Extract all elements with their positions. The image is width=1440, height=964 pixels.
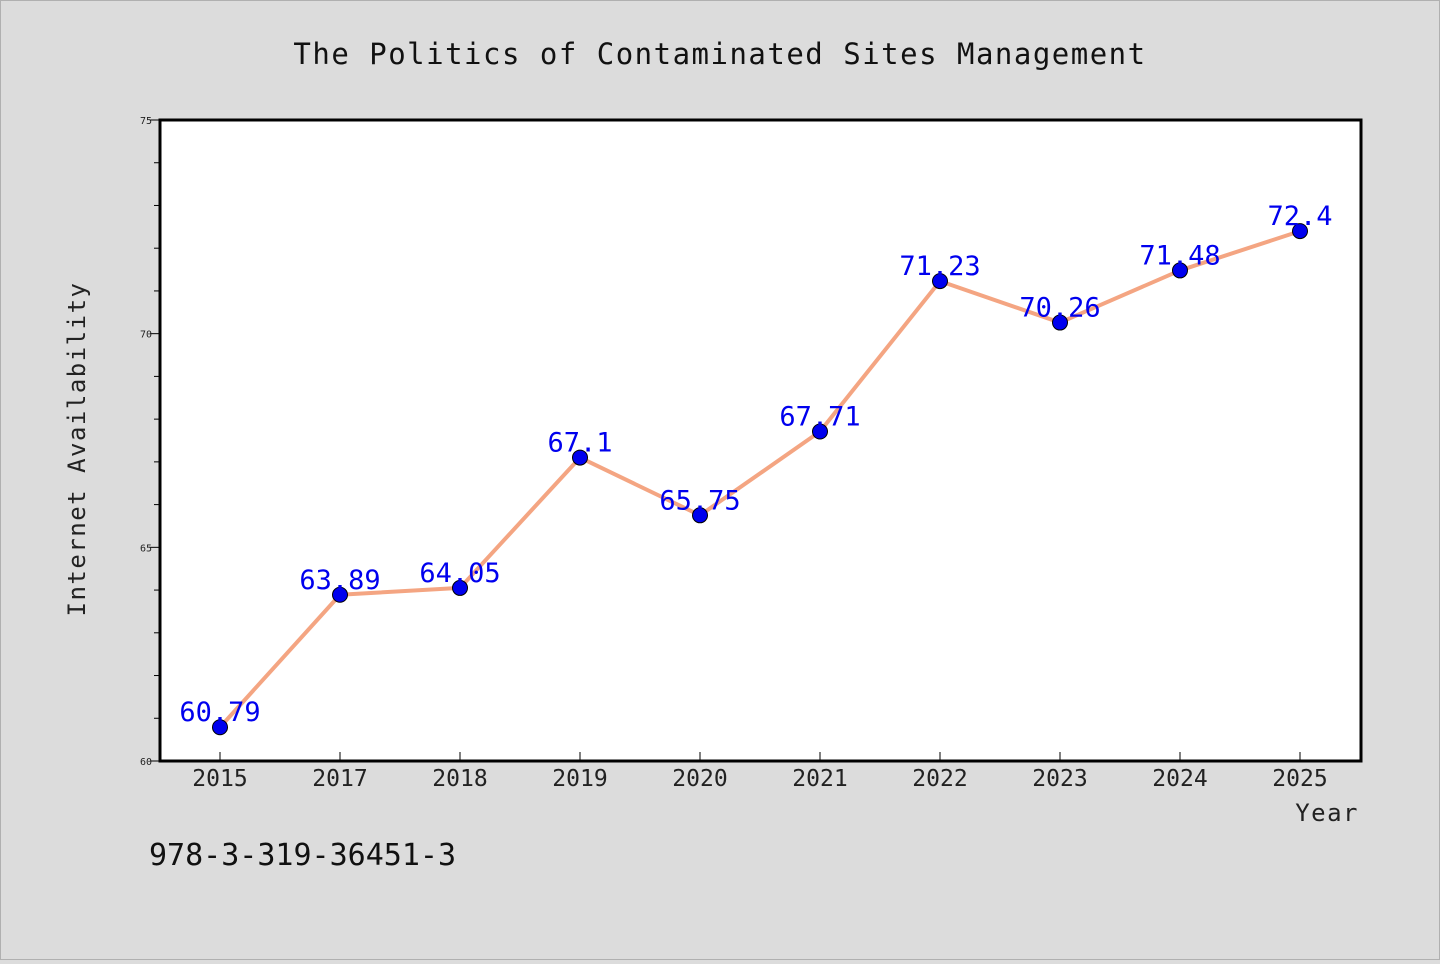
series-line xyxy=(218,229,1302,730)
y-tick-label: 65 xyxy=(140,543,152,554)
x-tick-label: 2021 xyxy=(792,766,847,792)
data-point-marker xyxy=(1052,314,1068,331)
y-tick-label: 70 xyxy=(140,330,152,341)
data-point-marker xyxy=(212,719,228,736)
x-axis-label: Year xyxy=(1295,799,1359,827)
data-labels: 60.79 63.89 64.05 67.1 65.75 67.71 71.23 70.26 7… xyxy=(179,201,1332,728)
data-point-marker xyxy=(812,423,828,440)
data-label: 67.71 xyxy=(779,402,860,433)
data-label: 65.75 xyxy=(659,485,740,516)
isbn-footnote: 978-3-319-36451-3 xyxy=(149,838,456,873)
plot-area xyxy=(160,120,1361,761)
chart-title: The Politics of Contaminated Sites Manag… xyxy=(293,37,1146,71)
data-label: 70.26 xyxy=(1019,293,1100,324)
data-label: 71.23 xyxy=(899,251,980,282)
data-point-marker xyxy=(1172,262,1188,279)
data-label: 63.89 xyxy=(299,565,380,596)
x-tick-label: 2017 xyxy=(312,766,367,792)
x-tick-label: 2015 xyxy=(192,766,247,792)
x-tick-label: 2019 xyxy=(552,766,607,792)
data-label: 67.1 xyxy=(547,428,612,459)
y-tick-label: 75 xyxy=(140,116,152,127)
y-axis: 60 65 70 75 xyxy=(140,116,160,768)
x-tick-label: 2022 xyxy=(912,766,967,792)
data-point-marker xyxy=(932,273,948,290)
data-point-marker xyxy=(572,449,588,466)
data-point-marker xyxy=(332,586,348,603)
series-markers xyxy=(212,223,1308,736)
data-point-marker xyxy=(452,579,468,596)
data-point-marker xyxy=(1292,223,1308,240)
data-label: 71.48 xyxy=(1139,240,1220,271)
x-axis: 2015 2017 2018 2019 2020 2021 2022 2023 2024 2025 xyxy=(192,752,1328,792)
y-tick-label: 60 xyxy=(140,757,152,768)
data-label: 60.79 xyxy=(179,697,260,728)
x-tick-label: 2018 xyxy=(432,766,487,792)
data-label: 64.05 xyxy=(419,558,500,589)
plot-frame xyxy=(158,118,1363,763)
x-tick-label: 2020 xyxy=(672,766,727,792)
data-label: 72.4 xyxy=(1267,201,1332,232)
y-axis-label: Internet Availability xyxy=(63,282,91,617)
x-tick-label: 2024 xyxy=(1152,766,1207,792)
data-point-marker xyxy=(692,507,708,524)
x-tick-label: 2023 xyxy=(1032,766,1087,792)
x-tick-label: 2025 xyxy=(1272,766,1327,792)
